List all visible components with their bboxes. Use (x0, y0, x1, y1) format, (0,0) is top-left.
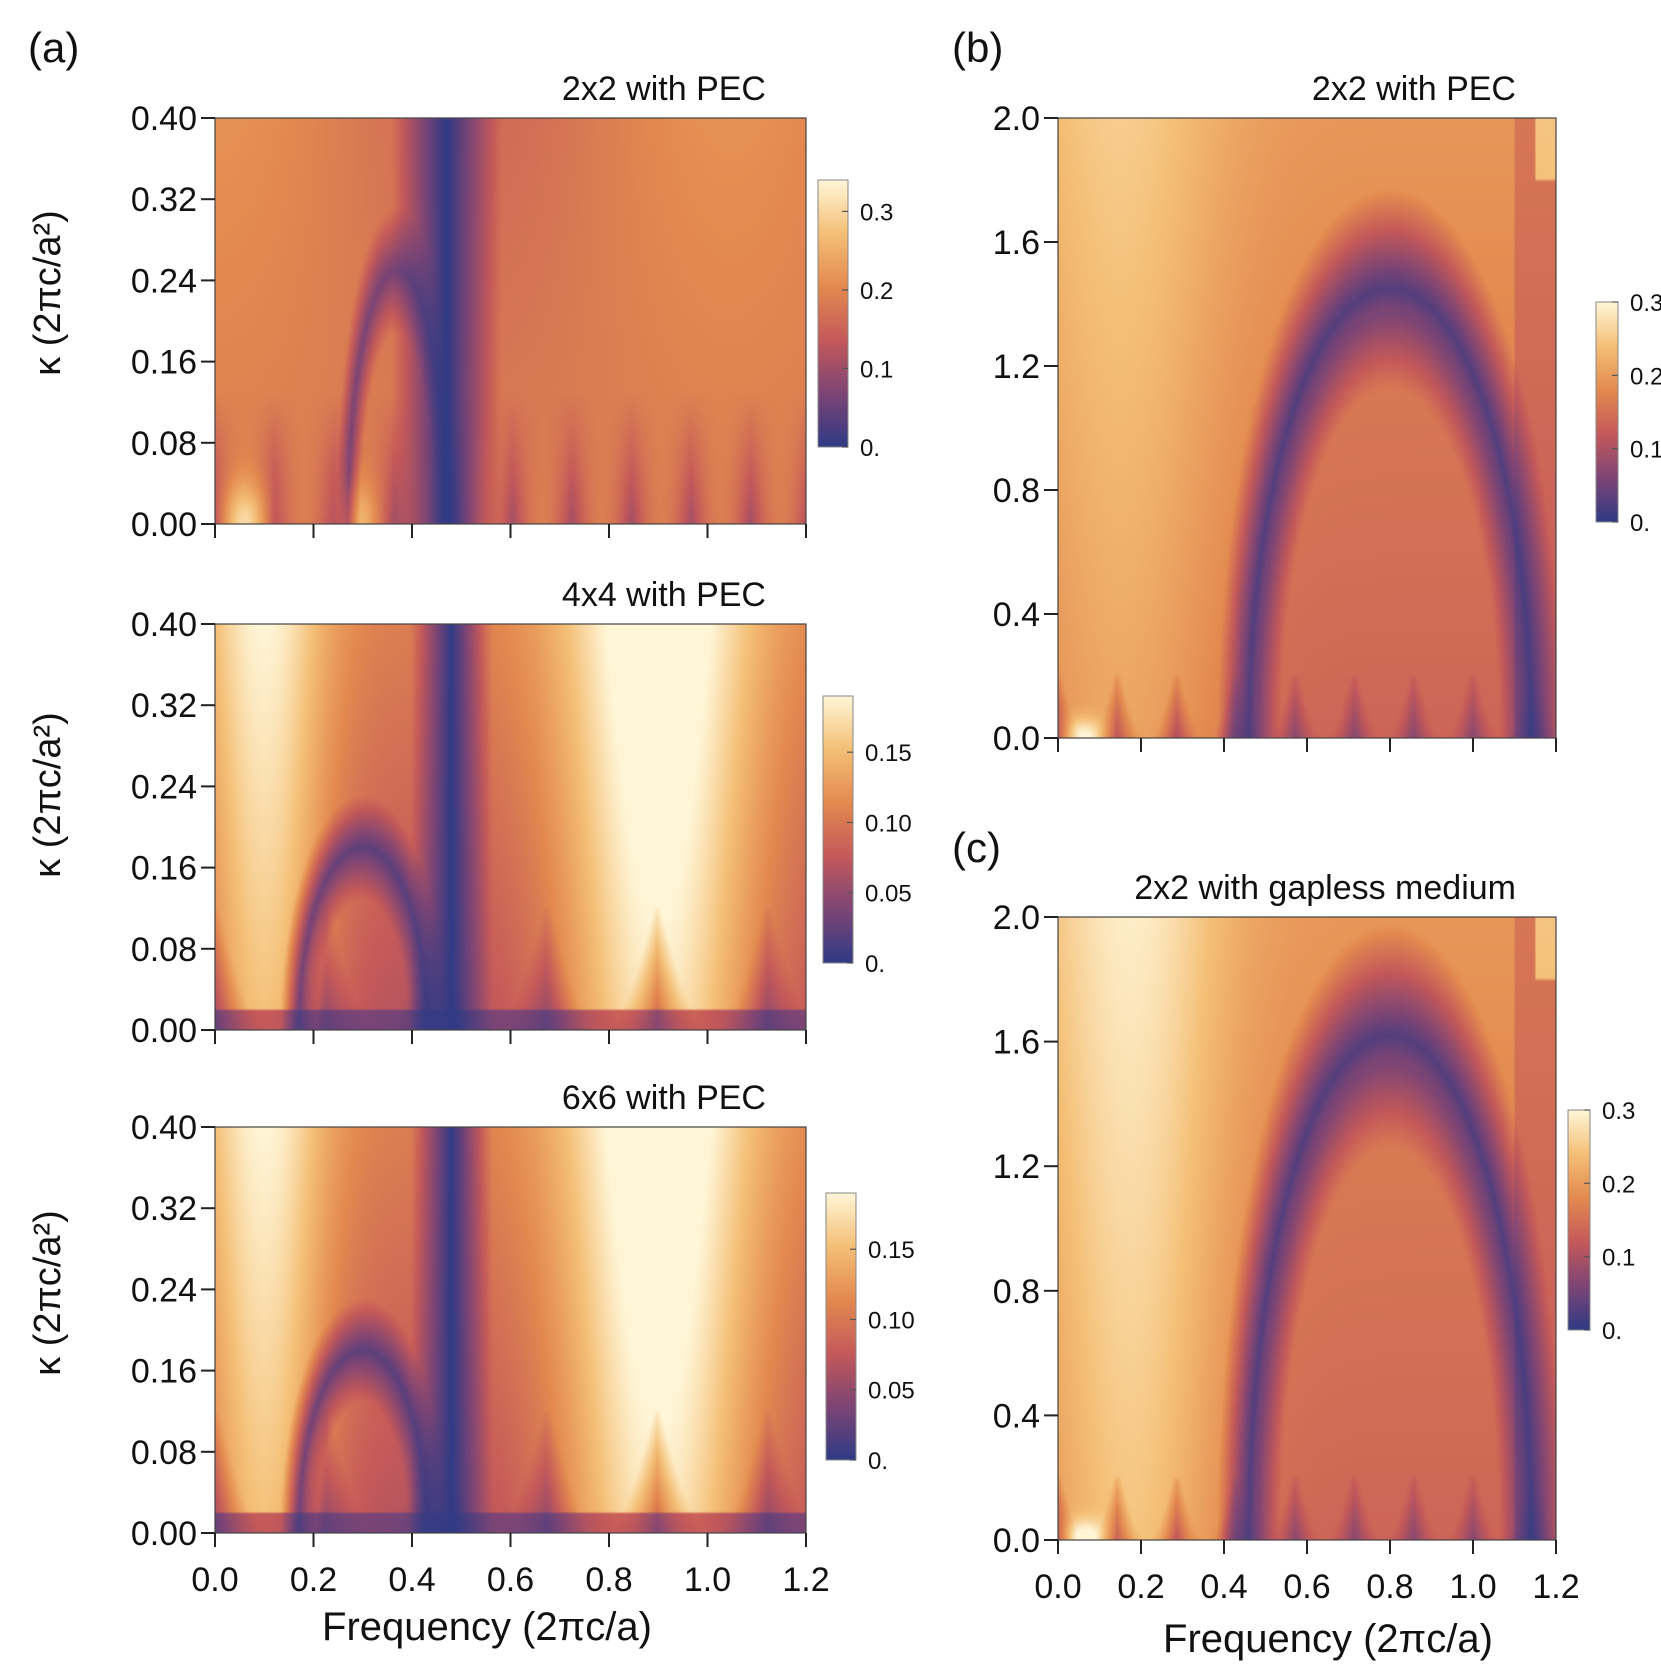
y-tick-label: 1.6 (993, 224, 1040, 262)
x-tick-label: 1.0 (1449, 1568, 1496, 1606)
x-tick-label: 1.2 (782, 1561, 829, 1599)
colorbar (1567, 1109, 1591, 1331)
heatmap-image (215, 624, 806, 1030)
x-tick-label: 0.4 (388, 1561, 435, 1599)
panel-label-a: (a) (28, 24, 79, 71)
y-tick-label: 0.0 (993, 720, 1040, 758)
y-tick-label: 0.24 (131, 262, 197, 300)
y-tick-label: 0.8 (993, 1273, 1040, 1311)
colorbar-tick-label: 0.1 (1602, 1245, 1635, 1272)
y-tick-label: 0.00 (131, 1515, 197, 1553)
y-tick-label: 0.32 (131, 1190, 197, 1228)
heatmap-image (1058, 917, 1556, 1540)
y-tick-label: 2.0 (993, 899, 1040, 937)
x-axis-label-a: Frequency (2πc/a) (322, 1605, 652, 1649)
y-tick-label: 0.08 (131, 425, 197, 463)
y-tick-label: 0.16 (131, 1353, 197, 1391)
colorbar-tick-label: 0.10 (865, 810, 912, 837)
colorbar-tick-label: 0.05 (868, 1378, 915, 1405)
y-tick-label: 0.16 (131, 344, 197, 382)
y-tick-label: 0.8 (993, 472, 1040, 510)
colorbar-tick-label: 0.2 (1602, 1171, 1635, 1198)
colorbar-tick-label: 0.2 (1630, 363, 1661, 390)
panel-title: 2x2 with PEC (1312, 70, 1516, 108)
x-tick-label: 0.6 (1283, 1568, 1330, 1606)
y-tick-label: 2.0 (993, 100, 1040, 138)
x-tick-label: 0.2 (1117, 1568, 1164, 1606)
y-tick-label: 0.32 (131, 181, 197, 219)
panel-label-b: (b) (952, 24, 1003, 71)
colorbar-tick-label: 0. (1630, 510, 1650, 537)
colorbar-tick-label: 0.15 (865, 740, 912, 767)
x-tick-label: 1.0 (684, 1561, 731, 1599)
colorbar (1595, 301, 1619, 523)
colorbar-tick-label: 0.1 (860, 356, 893, 383)
y-tick-label: 0.00 (131, 506, 197, 544)
heatmap-image (1058, 118, 1556, 738)
y-tick-label: 0.08 (131, 1434, 197, 1472)
panel-title: 2x2 with gapless medium (1134, 869, 1516, 907)
y-tick-label: 0.40 (131, 100, 197, 138)
x-tick-label: 0.6 (487, 1561, 534, 1599)
colorbar (825, 1192, 857, 1461)
x-tick-label: 0.8 (1366, 1568, 1413, 1606)
y-tick-label: 0.4 (993, 1397, 1040, 1435)
colorbar-tick-label: 0. (865, 951, 885, 978)
colorbar (822, 695, 854, 964)
y-tick-label: 0.32 (131, 687, 197, 725)
x-tick-label: 1.2 (1532, 1568, 1579, 1606)
heatmap-image (215, 1127, 806, 1533)
y-axis-label-a2: κ (2πc/a²) (27, 712, 69, 878)
colorbar-tick-label: 0.3 (1602, 1098, 1635, 1125)
panel-title: 2x2 with PEC (562, 70, 766, 108)
y-axis-label-a1: κ (2πc/a²) (27, 210, 69, 376)
y-tick-label: 0.24 (131, 1271, 197, 1309)
colorbar-tick-label: 0.2 (860, 278, 893, 305)
colorbar-tick-label: 0.1 (1630, 437, 1661, 464)
y-tick-label: 0.16 (131, 850, 197, 888)
panel-title: 4x4 with PEC (562, 576, 766, 614)
y-tick-label: 0.08 (131, 931, 197, 969)
y-tick-label: 1.6 (993, 1024, 1040, 1062)
colorbar-tick-label: 0.05 (865, 881, 912, 908)
colorbar-tick-label: 0. (860, 435, 880, 462)
colorbar-tick-label: 0. (1602, 1318, 1622, 1345)
y-tick-label: 0.00 (131, 1012, 197, 1050)
x-axis-label-bc: Frequency (2πc/a) (1163, 1617, 1493, 1661)
colorbar-tick-label: 0.3 (860, 199, 893, 226)
y-tick-label: 1.2 (993, 1148, 1040, 1186)
y-tick-label: 0.40 (131, 606, 197, 644)
y-tick-label: 1.2 (993, 348, 1040, 386)
y-tick-label: 0.24 (131, 768, 197, 806)
colorbar-tick-label: 0. (868, 1448, 888, 1475)
panel-title: 6x6 with PEC (562, 1079, 766, 1117)
x-tick-label: 0.0 (1034, 1568, 1081, 1606)
x-tick-label: 0.8 (585, 1561, 632, 1599)
y-tick-label: 0.40 (131, 1109, 197, 1147)
y-tick-label: 0.0 (993, 1522, 1040, 1560)
x-tick-label: 0.2 (290, 1561, 337, 1599)
y-tick-label: 0.4 (993, 596, 1040, 634)
y-axis-label-a3: κ (2πc/a²) (27, 1210, 69, 1376)
colorbar (817, 179, 849, 448)
heatmap-image (215, 118, 806, 524)
colorbar-tick-label: 0.10 (868, 1307, 915, 1334)
x-tick-label: 0.4 (1200, 1568, 1247, 1606)
colorbar-tick-label: 0.15 (868, 1237, 915, 1264)
colorbar-tick-label: 0.3 (1630, 290, 1661, 317)
panel-label-c: (c) (952, 824, 1001, 871)
x-tick-label: 0.0 (191, 1561, 238, 1599)
